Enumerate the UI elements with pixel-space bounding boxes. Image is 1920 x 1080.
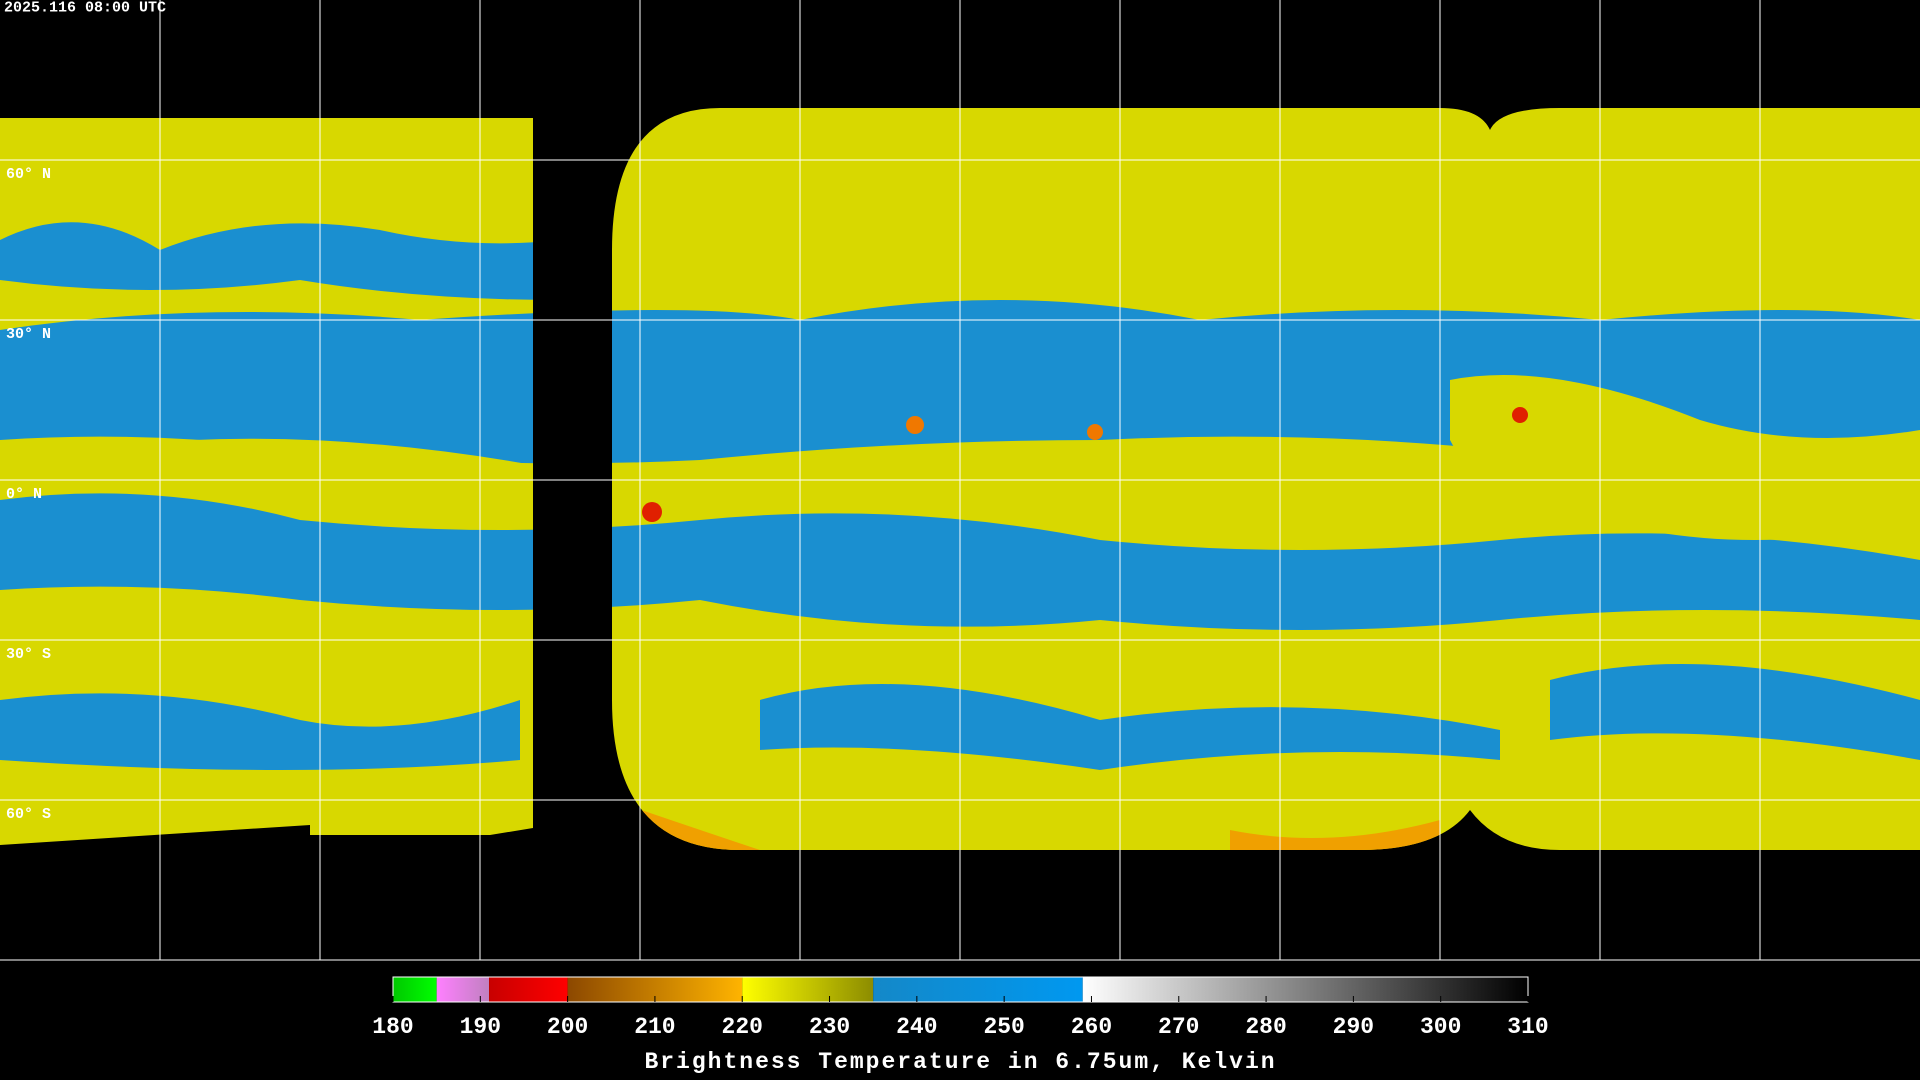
colorbar-tick-label: 180 [372, 1014, 413, 1040]
colorbar-tick-label: 250 [983, 1014, 1024, 1040]
colorbar-segment [436, 977, 490, 1002]
colorbar-tick-label: 190 [460, 1014, 501, 1040]
colorbar-tick-label: 260 [1071, 1014, 1112, 1040]
colorbar-tick-label: 240 [896, 1014, 937, 1040]
colorbar-tick-label: 280 [1245, 1014, 1286, 1040]
latitude-label: 60° N [6, 166, 51, 183]
colorbar-tick-label: 290 [1333, 1014, 1374, 1040]
colorbar-tick-label: 300 [1420, 1014, 1461, 1040]
colorbar-title: Brightness Temperature in 6.75um, Kelvin [644, 1049, 1276, 1075]
latitude-label: 30° N [6, 326, 51, 343]
colorbar-segment [1082, 977, 1528, 1002]
colorbar-segment [393, 977, 437, 1002]
colorbar-tick-label: 210 [634, 1014, 675, 1040]
colorbar-tick-label: 310 [1507, 1014, 1548, 1040]
graticule [0, 0, 1920, 960]
colorbar-frame [392, 976, 1529, 1003]
colorbar-tick-label: 270 [1158, 1014, 1199, 1040]
latitude-label: 30° S [6, 646, 51, 663]
colorbar-segment [873, 977, 1083, 1002]
colorbar-segment [742, 977, 874, 1002]
colorbar-tick-label: 230 [809, 1014, 850, 1040]
latitude-label: 60° S [6, 806, 51, 823]
colorbar-tick-label: 220 [722, 1014, 763, 1040]
colorbar-tick-label: 200 [547, 1014, 588, 1040]
colorbar-segment [489, 977, 568, 1002]
latitude-label: 0° N [6, 486, 42, 503]
timestamp: 2025.116 08:00 UTC [4, 0, 166, 17]
